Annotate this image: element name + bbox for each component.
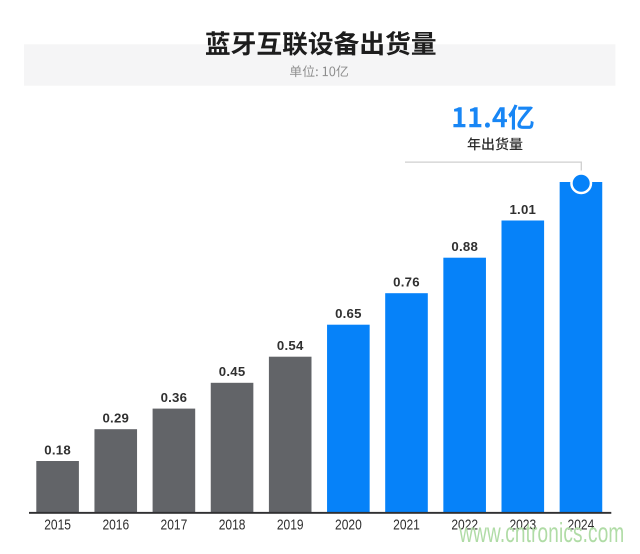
svg-text:1.01: 1.01: [509, 202, 536, 217]
svg-text:2018: 2018: [219, 517, 246, 533]
svg-text:2017: 2017: [161, 517, 188, 533]
svg-text:0.76: 0.76: [393, 275, 420, 290]
svg-text:2019: 2019: [277, 517, 304, 533]
svg-text:2023: 2023: [509, 517, 536, 533]
svg-text:2024: 2024: [568, 517, 595, 533]
svg-text:2016: 2016: [102, 517, 129, 533]
svg-text:0.29: 0.29: [102, 411, 129, 426]
svg-text:0.18: 0.18: [44, 442, 71, 457]
svg-text:0.45: 0.45: [219, 364, 246, 379]
svg-text:0.36: 0.36: [161, 390, 188, 405]
svg-text:www.cntronics.com: www.cntronics.com: [458, 519, 624, 549]
svg-text:0.65: 0.65: [335, 306, 362, 321]
svg-text:0.54: 0.54: [277, 338, 304, 353]
svg-text:2021: 2021: [393, 517, 420, 533]
svg-text:2022: 2022: [451, 517, 478, 533]
svg-text:2015: 2015: [44, 517, 71, 533]
svg-text:2020: 2020: [335, 517, 362, 533]
svg-text:0.88: 0.88: [451, 239, 478, 254]
